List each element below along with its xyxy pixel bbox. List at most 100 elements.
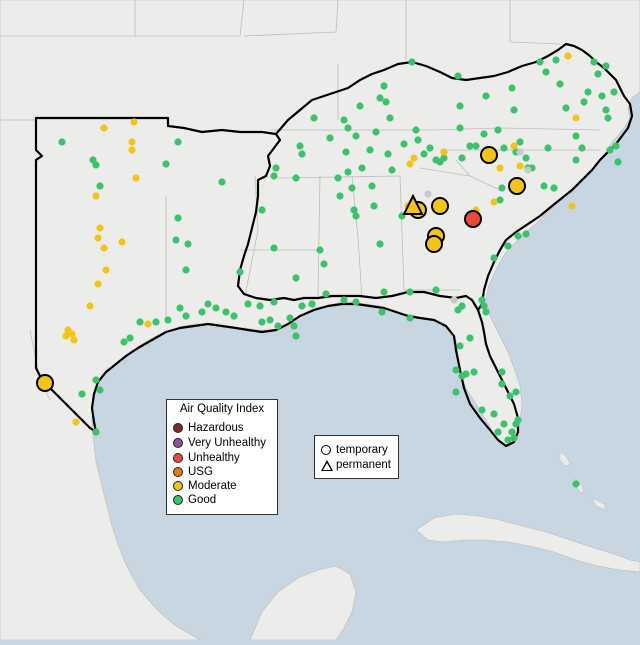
- station-marker: [256, 302, 264, 310]
- station-marker: [466, 334, 474, 342]
- station-marker: [498, 184, 506, 192]
- station-marker: [516, 162, 524, 170]
- station-marker: [270, 244, 278, 252]
- station-marker: [292, 174, 300, 182]
- station-marker: [130, 118, 138, 126]
- station-marker: [258, 206, 266, 214]
- station-marker: [604, 114, 612, 122]
- station-marker: [496, 164, 504, 172]
- station-marker: [590, 58, 598, 66]
- station-marker: [386, 114, 394, 122]
- station-marker: [212, 304, 220, 312]
- station-marker: [500, 420, 508, 428]
- station-marker: [272, 164, 280, 172]
- very-unhealthy-swatch: [173, 438, 183, 448]
- station-marker: [440, 154, 448, 162]
- station-marker: [552, 56, 560, 64]
- legend-label: Good: [188, 494, 217, 506]
- station-marker: [366, 146, 374, 154]
- station-marker: [218, 178, 226, 186]
- station-marker: [376, 240, 384, 248]
- station-marker: [568, 202, 576, 210]
- region-outline: [34, 116, 520, 448]
- station-marker: [412, 126, 420, 134]
- station-marker: [286, 314, 294, 322]
- station-marker: [400, 140, 408, 148]
- station-marker: [100, 124, 108, 132]
- station-marker: [348, 184, 356, 192]
- station-marker: [490, 410, 498, 418]
- station-marker: [450, 296, 458, 304]
- station-marker: [204, 300, 212, 308]
- unhealthy-swatch: [173, 453, 183, 463]
- station-marker: [516, 148, 524, 156]
- station-marker: [524, 166, 532, 174]
- station-marker: [342, 148, 350, 156]
- station-marker: [408, 58, 416, 66]
- station-marker: [344, 124, 352, 132]
- good-markers: [58, 56, 622, 488]
- station-marker: [516, 138, 524, 146]
- station-marker: [86, 302, 94, 310]
- temporary-monitor-marker: [480, 146, 498, 164]
- station-marker: [572, 156, 580, 164]
- station-marker: [510, 434, 518, 442]
- station-marker: [72, 418, 80, 426]
- station-marker: [440, 148, 448, 156]
- station-marker: [380, 288, 388, 296]
- station-marker: [270, 172, 278, 180]
- station-marker: [512, 388, 520, 396]
- station-marker: [584, 88, 592, 96]
- station-marker: [164, 316, 172, 324]
- temporary-monitor-marker: [464, 210, 482, 228]
- legend-label: Very Unhealthy: [188, 437, 266, 449]
- station-marker: [70, 336, 78, 344]
- temporary-monitor-marker: [36, 374, 54, 392]
- station-marker: [424, 190, 432, 198]
- station-marker: [480, 302, 488, 310]
- station-marker: [308, 300, 316, 308]
- station-marker: [270, 298, 278, 306]
- yucatan-land: [249, 565, 357, 641]
- station-marker: [94, 234, 102, 242]
- station-marker: [540, 182, 548, 190]
- station-marker: [522, 154, 530, 162]
- station-marker: [144, 320, 152, 328]
- legend-title: Air Quality Index: [179, 403, 265, 415]
- station-marker: [542, 68, 550, 76]
- station-marker: [356, 102, 364, 110]
- station-marker: [236, 268, 244, 276]
- station-marker: [458, 302, 466, 310]
- station-marker: [606, 146, 614, 154]
- station-marker: [352, 298, 360, 306]
- station-marker: [368, 182, 376, 190]
- station-marker: [96, 182, 104, 190]
- station-marker: [382, 98, 390, 106]
- station-marker: [572, 132, 580, 140]
- station-marker: [322, 290, 330, 298]
- good-swatch: [173, 495, 183, 505]
- station-marker: [126, 334, 134, 342]
- station-marker: [358, 164, 366, 172]
- station-marker: [372, 128, 380, 136]
- station-marker: [174, 138, 182, 146]
- station-marker: [536, 58, 544, 66]
- station-marker: [176, 304, 184, 312]
- station-marker: [198, 308, 206, 316]
- station-marker: [478, 406, 486, 414]
- station-marker: [478, 296, 486, 304]
- moderate-markers: [62, 52, 580, 426]
- station-marker: [128, 146, 136, 154]
- station-marker: [454, 72, 462, 80]
- station-marker: [336, 192, 344, 200]
- station-marker: [498, 368, 506, 376]
- station-marker: [292, 274, 300, 282]
- station-marker: [274, 322, 282, 330]
- cuba-land: [415, 513, 640, 573]
- station-marker: [612, 142, 620, 150]
- station-marker: [490, 198, 498, 206]
- legend-item-very-unhealthy: Very Unhealthy: [173, 436, 266, 450]
- station-marker: [320, 260, 328, 268]
- station-marker: [494, 428, 502, 436]
